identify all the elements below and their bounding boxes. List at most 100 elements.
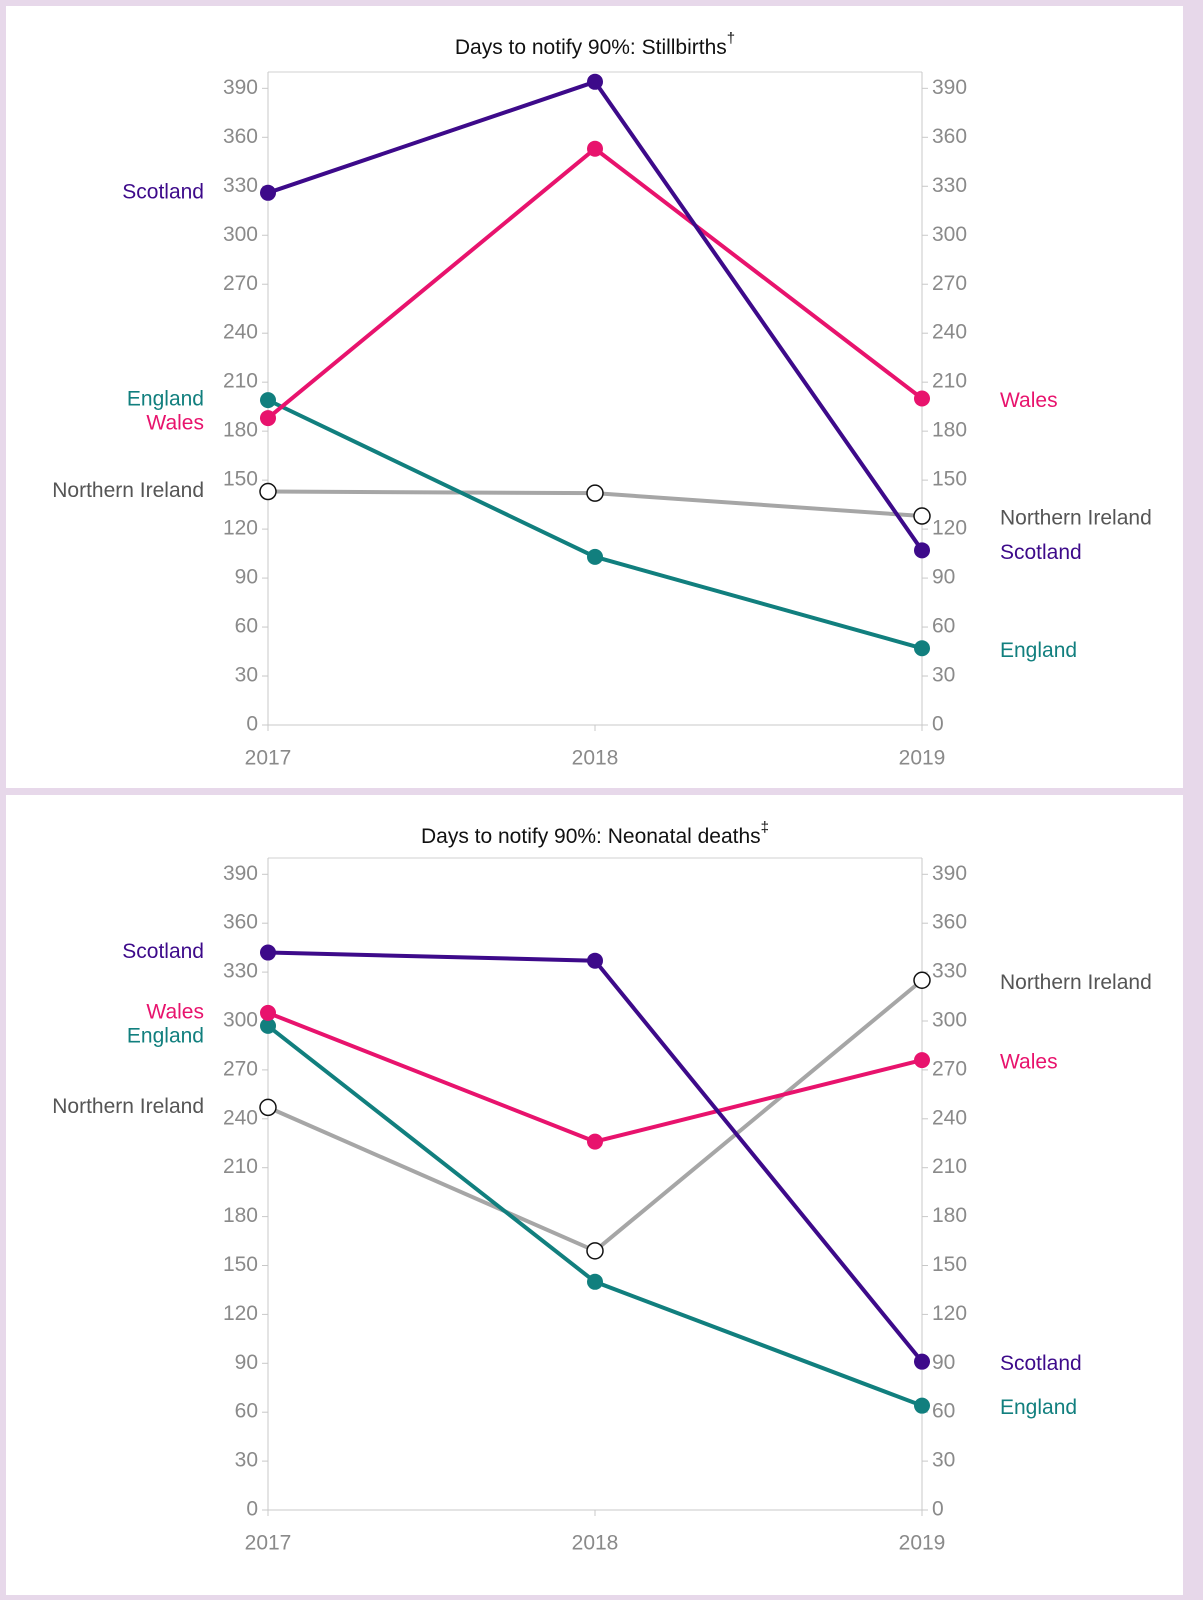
- series-label: England: [127, 1024, 204, 1047]
- title-note: ‡: [761, 819, 769, 836]
- x-tick-label: 2018: [572, 1532, 619, 1555]
- point: [913, 507, 931, 525]
- y-tick-label: 390: [223, 76, 258, 99]
- chart-title: Days to notify 90%: Stillbirths†: [455, 30, 735, 58]
- point: [914, 1353, 930, 1370]
- y-tick-label: 0: [246, 1498, 258, 1521]
- chart: Days to notify 90%: Neonatal deaths‡ 0 0 30…: [52, 819, 1152, 1555]
- y-tick-label: 150: [223, 468, 258, 491]
- y-tick-label: 330: [223, 960, 258, 983]
- point: [259, 482, 277, 501]
- y-tick-label: 90: [235, 1351, 258, 1374]
- x-tick-label: 2019: [899, 1532, 946, 1555]
- y-tick-label: 210: [223, 370, 258, 393]
- y-tick-label: 180: [932, 1204, 967, 1227]
- y-tick-label: 120: [932, 1302, 967, 1325]
- point: [914, 1052, 930, 1069]
- y-tick-label: 300: [932, 1009, 967, 1032]
- point: [914, 640, 930, 657]
- y-tick-label: 120: [223, 1302, 258, 1325]
- point: [260, 410, 276, 427]
- panel: Days to notify 90%: Stillbirths† 0 0 30 30 60…: [6, 6, 1183, 788]
- title-text: Days to notify 90%: Neonatal deaths: [421, 825, 761, 848]
- series-label: Wales: [1000, 1051, 1058, 1074]
- y-tick-label: 360: [223, 911, 258, 934]
- y-tick-label: 60: [235, 615, 258, 638]
- point: [586, 484, 604, 502]
- series-line: [267, 398, 923, 651]
- y-tick-label: 270: [223, 272, 258, 295]
- point: [914, 1397, 930, 1414]
- y-tick-label: 90: [932, 566, 955, 589]
- y-tick-label: 330: [223, 174, 258, 197]
- chart: Days to notify 90%: Stillbirths† 0 0 30 30 60…: [52, 30, 1152, 770]
- y-tick-label: 60: [235, 1400, 258, 1423]
- y-tick-label: 90: [932, 1351, 955, 1374]
- title-note: †: [727, 30, 735, 47]
- y-tick-label: 300: [223, 223, 258, 246]
- point: [587, 73, 603, 90]
- x-tick-label: 2019: [899, 747, 946, 770]
- series-line: [266, 146, 924, 420]
- y-tick-label: 300: [223, 1009, 258, 1032]
- y-tick-label: 90: [235, 566, 258, 589]
- panel: Days to notify 90%: Neonatal deaths‡ 0 0 30…: [6, 795, 1183, 1595]
- point: [260, 184, 276, 201]
- y-tick-label: 30: [235, 1449, 258, 1472]
- series-label: Northern Ireland: [52, 479, 204, 502]
- y-tick-label: 360: [932, 125, 967, 148]
- point: [587, 952, 603, 969]
- point: [260, 392, 276, 409]
- y-tick-label: 390: [932, 862, 967, 885]
- point: [260, 1017, 276, 1034]
- point: [260, 944, 276, 961]
- y-tick-label: 60: [932, 1400, 955, 1423]
- y-tick-label: 0: [932, 1498, 944, 1521]
- y-tick-label: 180: [223, 1204, 258, 1227]
- y-tick-label: 60: [932, 615, 955, 638]
- y-tick-label: 180: [223, 419, 258, 442]
- series-label: England: [1000, 639, 1077, 662]
- y-tick-label: 150: [932, 1253, 967, 1276]
- y-tick-label: 150: [223, 1253, 258, 1276]
- y-tick-label: 330: [932, 174, 967, 197]
- series-label: Wales: [146, 412, 204, 435]
- y-tick-label: 300: [932, 223, 967, 246]
- series-label: England: [1000, 1396, 1077, 1419]
- series-label: Scotland: [1000, 1352, 1082, 1375]
- series-label: Scotland: [1000, 541, 1082, 564]
- y-tick-label: 240: [932, 321, 967, 344]
- point: [587, 1133, 603, 1150]
- point: [587, 140, 603, 157]
- x-tick-label: 2018: [572, 747, 619, 770]
- y-tick-label: 120: [223, 517, 258, 540]
- y-tick-label: 270: [932, 272, 967, 295]
- series-label: Northern Ireland: [1000, 971, 1152, 994]
- chart-title: Days to notify 90%: Neonatal deaths‡: [421, 819, 769, 847]
- y-tick-label: 270: [223, 1057, 258, 1080]
- y-tick-label: 30: [932, 664, 955, 687]
- series-label: Northern Ireland: [1000, 507, 1152, 530]
- series-label: Wales: [146, 1000, 204, 1023]
- series-label: Scotland: [122, 940, 204, 963]
- series-line: [267, 1010, 923, 1144]
- y-tick-label: 150: [932, 468, 967, 491]
- y-tick-label: 390: [223, 862, 258, 885]
- point: [260, 1004, 276, 1021]
- y-tick-label: 360: [932, 911, 967, 934]
- y-tick-label: 30: [932, 1449, 955, 1472]
- y-tick-label: 210: [932, 1155, 967, 1178]
- point: [587, 548, 603, 565]
- series-label: Wales: [1000, 389, 1058, 412]
- y-tick-label: 270: [932, 1057, 967, 1080]
- series-label: Scotland: [122, 180, 204, 203]
- title-text: Days to notify 90%: Stillbirths: [455, 36, 727, 59]
- point: [586, 1242, 604, 1260]
- y-tick-label: 120: [932, 517, 967, 540]
- y-tick-label: 240: [932, 1106, 967, 1129]
- x-tick-label: 2017: [245, 1532, 292, 1555]
- y-tick-label: 240: [223, 1106, 258, 1129]
- y-tick-label: 330: [932, 960, 967, 983]
- y-tick-label: 360: [223, 125, 258, 148]
